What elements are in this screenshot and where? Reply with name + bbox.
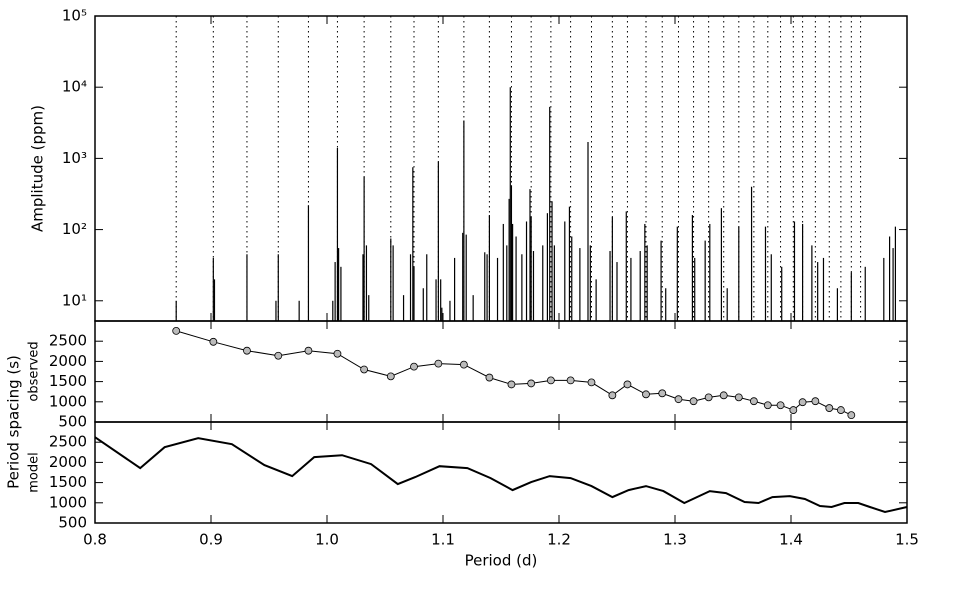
y-tick-label: 2500 [49,332,87,350]
spacing-point [587,378,596,387]
spacing-point [689,397,698,406]
y-tick-label: 1500 [49,372,87,390]
y-axis-sublabel: model [27,452,42,492]
y-tick-label: 10³ [62,149,87,167]
spacing-point [527,379,536,388]
spacing-point [836,406,845,414]
y-tick-label: 1000 [49,392,87,410]
spacing-point [811,397,820,406]
spacing-point [642,390,650,399]
spacing-line [176,330,852,416]
x-tick-label: 0.8 [83,531,107,549]
x-tick-label: 1.2 [547,531,571,549]
spacing-point [798,398,807,407]
x-tick-label: 0.9 [199,531,223,549]
spacing-point [172,326,181,335]
y-axis-label: Amplitude (ppm) [29,105,47,232]
y-tick-label: 10⁵ [62,7,87,25]
x-axis-label: Period (d) [465,552,538,570]
spacing-point [360,365,369,374]
y-tick-label: 2000 [49,352,87,370]
spacing-point [608,391,617,400]
y-tick-label: 1000 [49,493,87,511]
spacing-point [719,391,728,400]
spacing-point [734,393,743,402]
panel-frame [94,15,908,322]
spacing-point [623,380,632,389]
spacing-point [434,359,443,368]
y-tick-label: 10¹ [62,291,87,309]
spacing-point [485,373,494,382]
spacing-point [847,411,856,420]
spacing-point [763,401,772,410]
x-tick-label: 1.1 [431,531,455,549]
y-tick-label: 500 [58,514,87,532]
y-tick-label: 2500 [49,433,87,451]
panel-frame [94,421,908,524]
spacing-point [304,346,313,355]
x-tick-label: 1.0 [315,531,339,549]
y-tick-label: 500 [58,413,87,431]
y-tick-label: 10⁴ [62,78,87,96]
x-tick-label: 1.4 [779,531,803,549]
spacing-point [410,362,418,371]
spacing-point [386,372,395,381]
x-tick-label: 1.3 [663,531,687,549]
spacing-line [94,436,908,514]
spacing-point [658,389,667,398]
spacing-point [333,349,342,358]
x-tick-label: 1.5 [895,531,919,549]
y-tick-label: 2000 [49,453,87,471]
spacing-point [789,406,798,414]
spacing-point [274,351,283,360]
spacing-point [825,404,834,412]
y-axis-label: Period spacing (s) [5,355,23,489]
spacing-point [459,360,468,369]
spacing-point [704,393,713,402]
y-axis-sublabel: observed [27,341,42,401]
spacing-point [546,376,555,385]
y-tick-label: 1500 [49,473,87,491]
spacing-point [776,401,785,410]
spacing-point [566,376,575,385]
spacing-point [674,395,683,404]
spacing-point [209,337,218,346]
y-tick-label: 10² [62,220,87,238]
spacing-point [243,346,251,355]
spacing-point [507,380,516,389]
spacing-point [749,397,758,406]
